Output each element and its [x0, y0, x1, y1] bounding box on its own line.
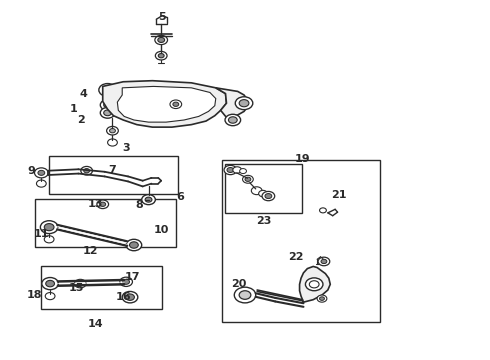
Circle shape — [243, 175, 253, 183]
Circle shape — [228, 117, 237, 123]
Circle shape — [245, 177, 251, 181]
Circle shape — [108, 139, 117, 146]
Polygon shape — [216, 88, 247, 117]
Circle shape — [319, 297, 324, 300]
Circle shape — [46, 280, 54, 287]
Circle shape — [225, 114, 241, 126]
Circle shape — [251, 187, 262, 195]
Circle shape — [318, 257, 330, 266]
Circle shape — [234, 287, 256, 303]
Circle shape — [99, 84, 116, 96]
Circle shape — [321, 259, 327, 264]
Polygon shape — [117, 86, 216, 122]
Text: 22: 22 — [289, 252, 304, 262]
Circle shape — [319, 208, 326, 213]
Circle shape — [45, 293, 55, 300]
Circle shape — [239, 100, 249, 107]
Circle shape — [40, 221, 58, 234]
Circle shape — [104, 102, 112, 108]
Circle shape — [81, 166, 93, 175]
Circle shape — [125, 294, 134, 300]
Bar — [34, 199, 176, 247]
Circle shape — [103, 86, 113, 94]
Bar — [49, 156, 178, 194]
Text: 17: 17 — [124, 272, 140, 282]
Circle shape — [38, 170, 45, 175]
Text: 19: 19 — [294, 154, 310, 164]
Text: 13: 13 — [87, 199, 102, 209]
Circle shape — [100, 202, 106, 206]
Circle shape — [158, 54, 164, 58]
Circle shape — [145, 197, 152, 202]
Circle shape — [142, 195, 155, 204]
Text: 15: 15 — [68, 283, 84, 293]
Circle shape — [120, 277, 132, 287]
Circle shape — [265, 194, 272, 199]
Circle shape — [309, 281, 319, 288]
Text: 20: 20 — [231, 279, 247, 289]
Text: 5: 5 — [158, 13, 166, 22]
Circle shape — [84, 168, 90, 173]
Circle shape — [155, 51, 167, 60]
Circle shape — [74, 279, 86, 288]
Circle shape — [227, 167, 234, 172]
Bar — [41, 266, 162, 309]
Circle shape — [110, 129, 116, 133]
Polygon shape — [299, 266, 330, 302]
Circle shape — [170, 100, 182, 109]
Circle shape — [122, 279, 129, 284]
Circle shape — [224, 165, 237, 175]
Text: 10: 10 — [153, 225, 169, 235]
Circle shape — [240, 168, 246, 174]
Circle shape — [233, 167, 242, 173]
Text: 11: 11 — [34, 229, 49, 239]
Circle shape — [107, 126, 118, 135]
Text: 4: 4 — [79, 89, 87, 99]
Circle shape — [317, 295, 327, 302]
Circle shape — [44, 224, 54, 231]
Circle shape — [158, 37, 165, 42]
Bar — [224, 164, 302, 213]
Circle shape — [239, 291, 251, 299]
Text: 21: 21 — [331, 190, 346, 200]
Circle shape — [36, 180, 46, 187]
Text: 1: 1 — [70, 104, 77, 113]
Circle shape — [44, 236, 54, 243]
Text: 14: 14 — [88, 319, 103, 329]
Circle shape — [100, 100, 115, 111]
Circle shape — [34, 168, 48, 178]
Text: 12: 12 — [82, 246, 98, 256]
Circle shape — [129, 242, 138, 248]
Circle shape — [104, 110, 112, 116]
Circle shape — [262, 192, 275, 201]
Text: 2: 2 — [77, 115, 85, 125]
Text: 18: 18 — [27, 290, 42, 300]
Text: 3: 3 — [122, 143, 129, 153]
Circle shape — [126, 239, 142, 251]
Circle shape — [122, 292, 138, 303]
Text: 16: 16 — [115, 292, 131, 302]
Text: 8: 8 — [135, 200, 143, 210]
Text: 9: 9 — [27, 166, 36, 176]
Circle shape — [259, 190, 268, 197]
Circle shape — [235, 97, 253, 110]
Circle shape — [155, 35, 168, 45]
Text: 23: 23 — [256, 216, 271, 226]
Text: 7: 7 — [109, 165, 116, 175]
Polygon shape — [103, 81, 226, 127]
Circle shape — [100, 108, 115, 118]
Circle shape — [97, 200, 109, 208]
Circle shape — [173, 102, 179, 107]
Circle shape — [42, 278, 58, 290]
Bar — [221, 160, 380, 322]
Circle shape — [305, 278, 323, 291]
Text: 6: 6 — [177, 192, 185, 202]
